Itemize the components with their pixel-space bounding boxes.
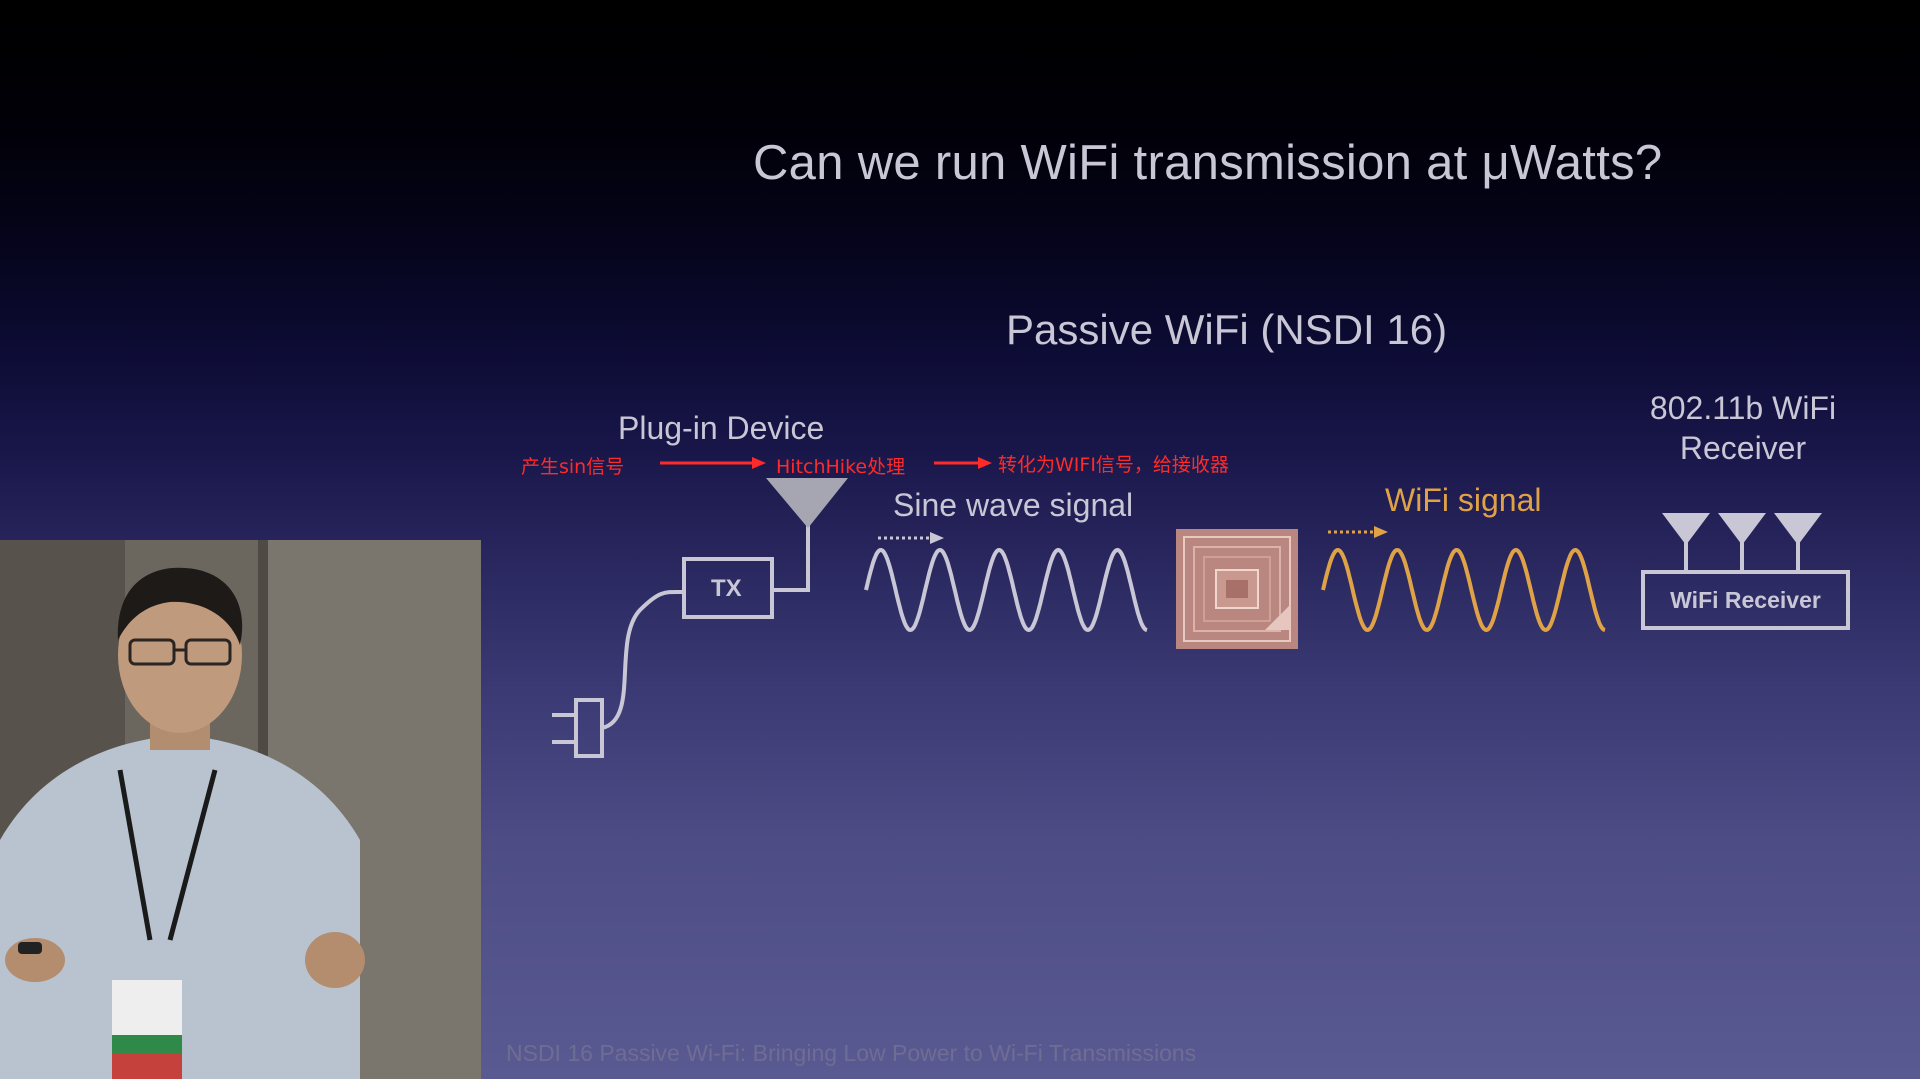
sine-wave — [864, 547, 1148, 633]
annotation-arrow-2 — [934, 457, 992, 469]
speaker-image — [0, 540, 481, 1079]
wifi-signal-label: WiFi signal — [1385, 482, 1542, 518]
tx-antenna-icon — [766, 478, 848, 592]
power-plug-icon — [552, 589, 685, 758]
annotation-arrow-1 — [660, 457, 766, 469]
plugin-device-label: Plug-in Device — [618, 410, 825, 446]
annotation-step-3: 转化为WIFI信号，给接收器 — [998, 454, 1229, 476]
hitchhike-tag-icon — [1176, 529, 1298, 649]
slide-footer: NSDI 16 Passive Wi-Fi: Bringing Low Powe… — [506, 1040, 1197, 1066]
sine-direction-arrow — [878, 532, 944, 544]
tx-label: TX — [711, 575, 742, 602]
sine-wave-label: Sine wave signal — [893, 487, 1134, 523]
receiver-box — [1641, 570, 1850, 630]
receiver-box-label: WiFi Receiver — [1670, 587, 1821, 613]
annotation-step-1: 产生sin信号 — [521, 456, 625, 478]
receiver-antennas-icon — [1662, 513, 1822, 572]
wifi-direction-arrow — [1328, 526, 1388, 538]
receiver-title-line2: Receiver — [1679, 430, 1807, 466]
speaker-video-inset — [0, 540, 481, 1079]
annotation-step-2: HitchHike处理 — [776, 456, 906, 478]
receiver-title-line1: 802.11b WiFi — [1649, 390, 1837, 426]
slide-subtitle: Passive WiFi (NSDI 16) — [1006, 306, 1448, 353]
slide-title: Can we run WiFi transmission at μWatts? — [753, 136, 1663, 190]
wifi-wave — [1321, 547, 1606, 633]
